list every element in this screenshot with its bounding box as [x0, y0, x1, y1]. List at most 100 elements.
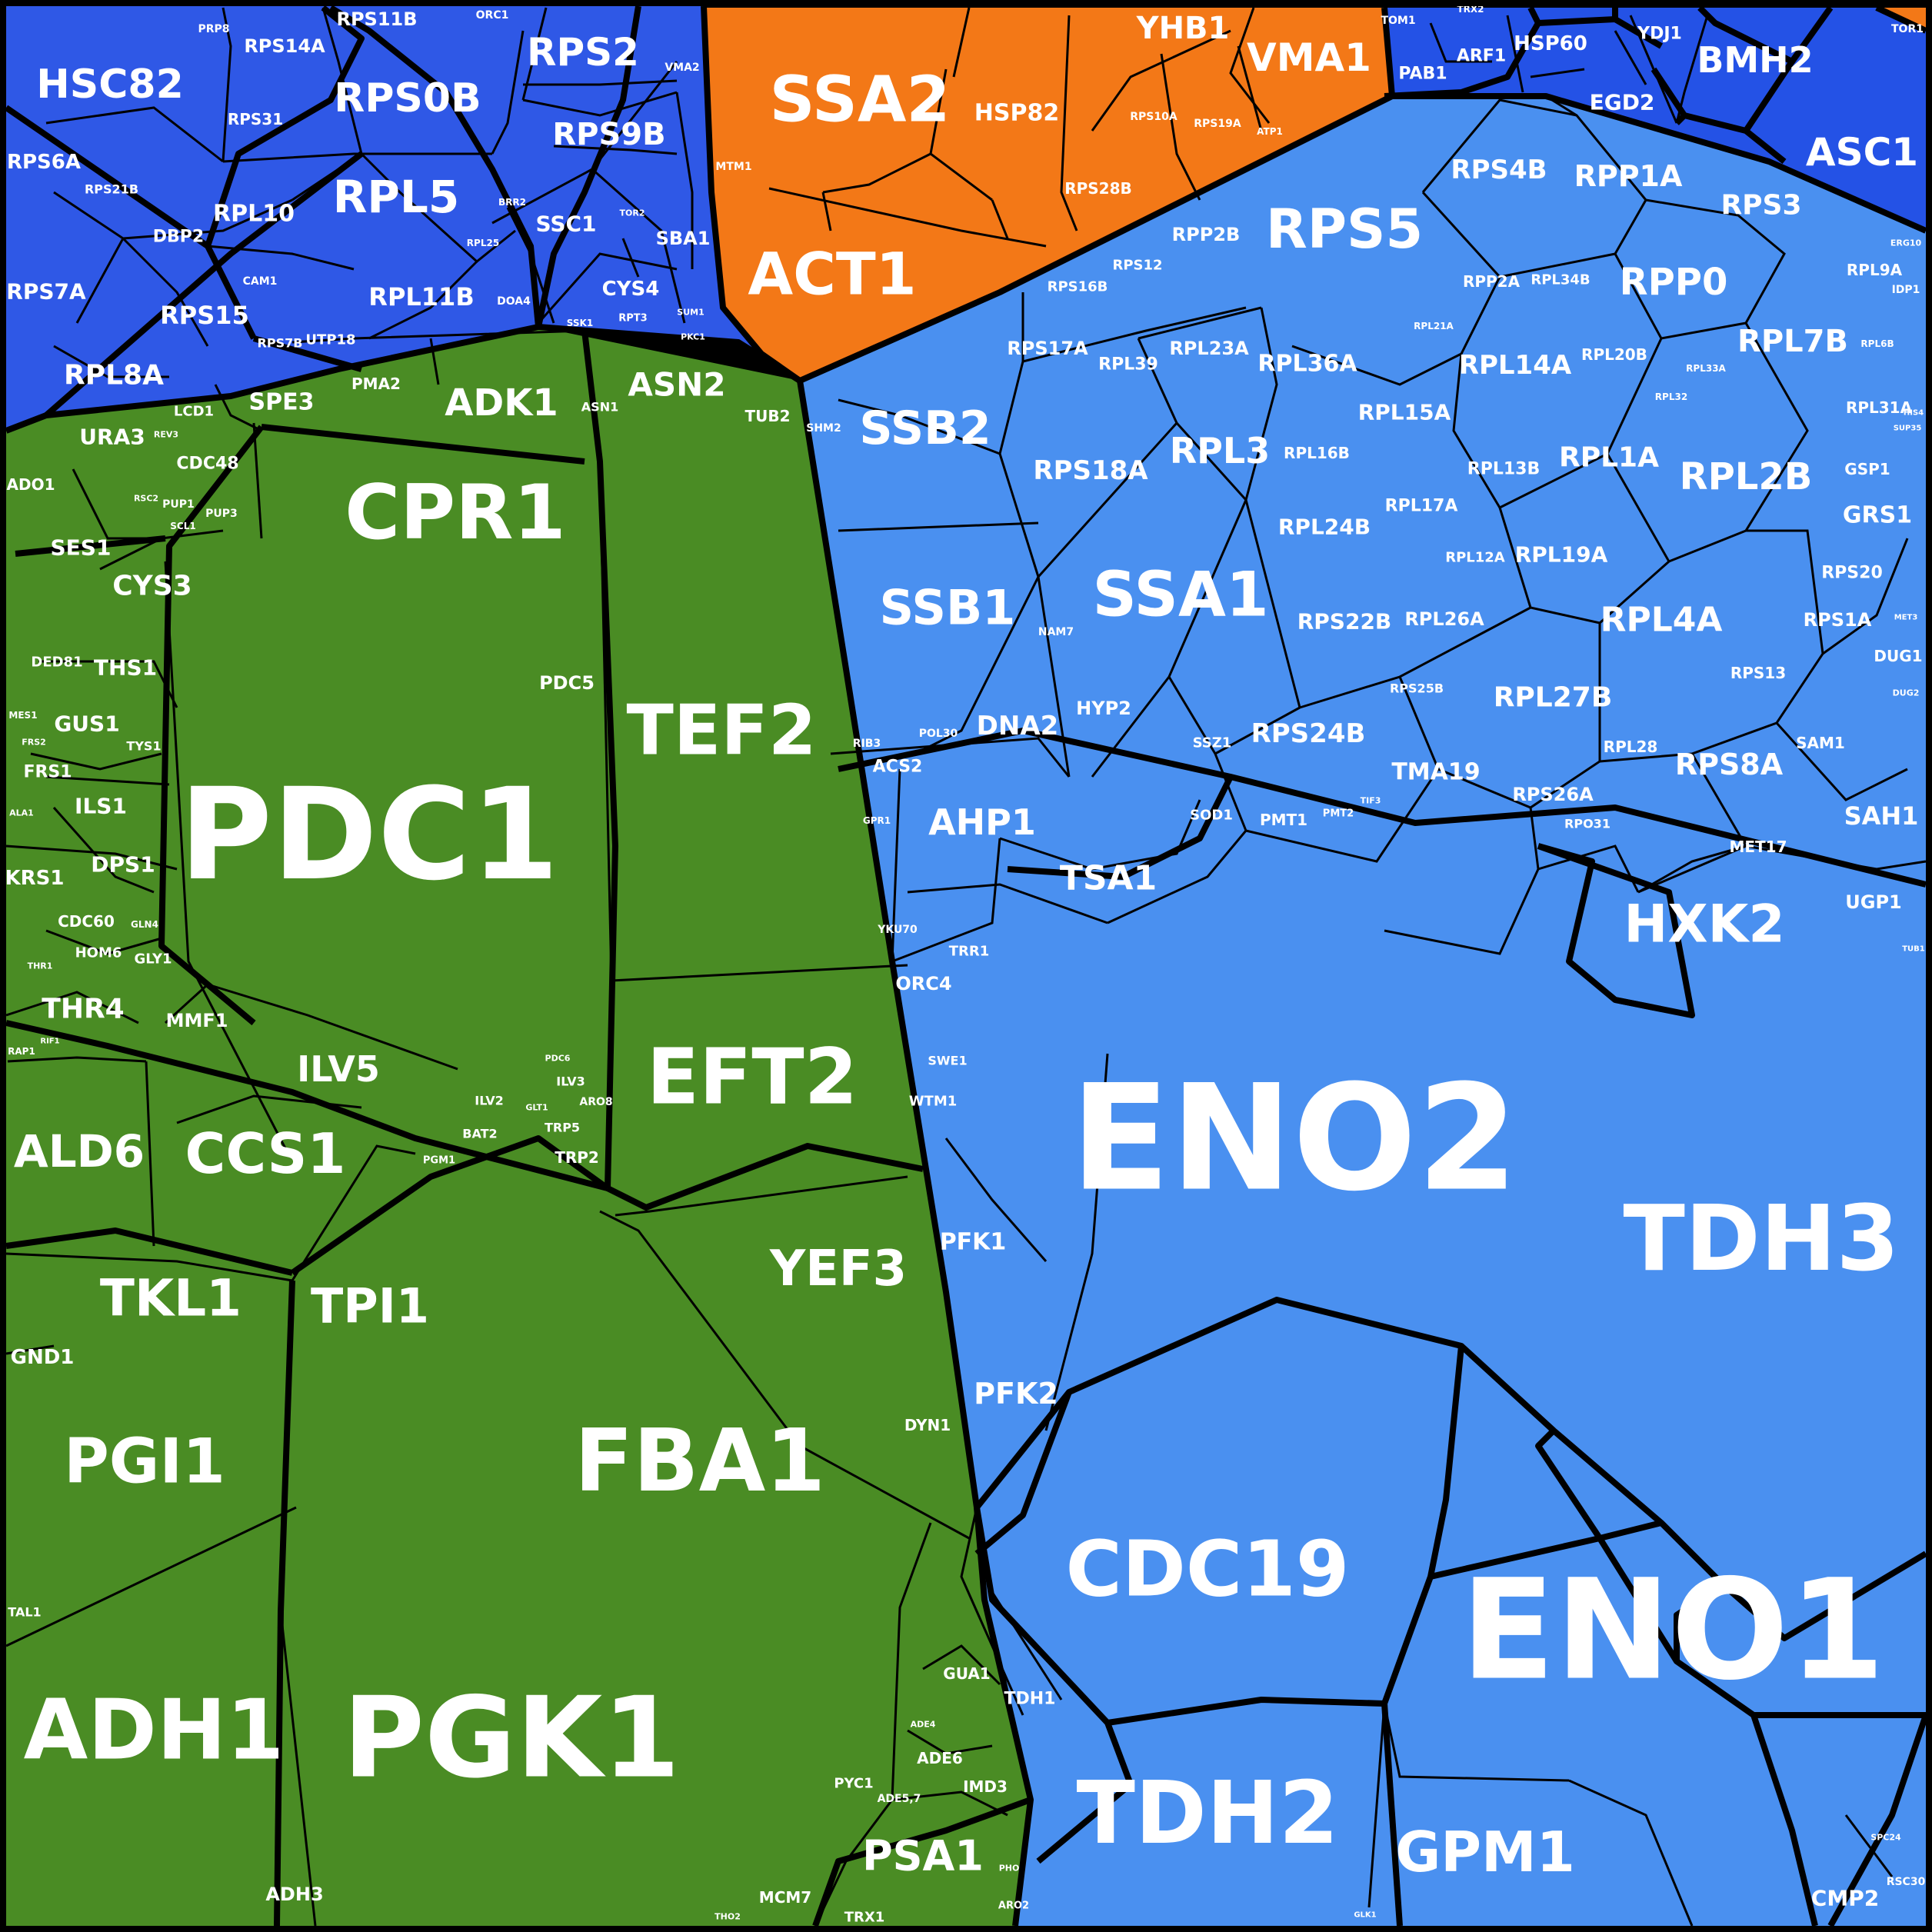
cell-label-GLN4: GLN4 [131, 919, 158, 930]
cell-label-PKC1: PKC1 [681, 332, 705, 342]
cell-label-TOR1: TOR1 [1891, 23, 1924, 35]
cell-label-YDJ1: YDJ1 [1637, 25, 1682, 44]
cell-label-ADH1: ADH1 [24, 1683, 285, 1779]
cell-label-CDC19: CDC19 [1066, 1524, 1350, 1614]
cell-label-PGI1: PGI1 [64, 1426, 225, 1497]
cell-label-ADH3: ADH3 [265, 1884, 323, 1905]
cell-label-SCL1: SCL1 [170, 521, 195, 531]
cell-label-AHP1: AHP1 [928, 801, 1036, 843]
cell-label-RPL19A: RPL19A [1515, 542, 1608, 568]
cell-label-RPL17A: RPL17A [1385, 497, 1458, 516]
cell-label-RPS25B: RPS25B [1390, 681, 1444, 696]
cell-label-GLT1: GLT1 [525, 1103, 548, 1113]
cell-label-TPI1: TPI1 [311, 1278, 429, 1334]
cell-label-CAM1: CAM1 [243, 275, 278, 288]
cell-label-RPS11B: RPS11B [336, 8, 417, 30]
cell-label-RPL1A: RPL1A [1559, 442, 1659, 474]
cell-label-RPL13B: RPL13B [1467, 460, 1540, 479]
cell-label-SUM1: SUM1 [677, 308, 704, 318]
cell-label-GRS1: GRS1 [1843, 502, 1912, 529]
cell-label-DPS1: DPS1 [91, 852, 155, 878]
cell-label-FRS2: FRS2 [22, 738, 46, 748]
cell-label-THR4: THR4 [42, 994, 124, 1025]
cell-label-IMD3: IMD3 [963, 1777, 1008, 1796]
cell-label-SES1: SES1 [51, 535, 112, 561]
cell-label-RPL7B: RPL7B [1737, 324, 1848, 359]
cell-label-RPL2B: RPL2B [1680, 455, 1813, 498]
cell-label-RPL23A: RPL23A [1169, 338, 1249, 359]
cell-label-RPS6A: RPS6A [7, 151, 81, 174]
cell-label-ASN1: ASN1 [581, 400, 618, 415]
cell-label-RPS22B: RPS22B [1297, 609, 1392, 635]
cell-label-RPS0B: RPS0B [334, 75, 481, 122]
cell-label-RIB3: RIB3 [853, 738, 881, 750]
cell-label-RPL27B: RPL27B [1494, 682, 1613, 714]
cell-label-ILV3: ILV3 [556, 1074, 585, 1089]
cell-label-TDH2: TDH2 [1076, 1764, 1338, 1864]
cell-label-TSA1: TSA1 [1060, 859, 1157, 898]
cell-label-RPL34B: RPL34B [1531, 272, 1590, 288]
cell-label-DBP2: DBP2 [153, 228, 204, 247]
cell-label-ILV2: ILV2 [475, 1094, 503, 1108]
cell-label-NAM7: NAM7 [1038, 626, 1074, 638]
cell-label-RPP1A: RPP1A [1574, 159, 1683, 193]
cell-label-TRP2: TRP2 [555, 1148, 599, 1167]
cell-label-RPL28: RPL28 [1604, 738, 1658, 756]
cell-label-RPL26A: RPL26A [1404, 608, 1484, 630]
cell-label-ATP1: ATP1 [1257, 126, 1283, 137]
cell-label-RPL24B: RPL24B [1278, 515, 1371, 540]
cell-label-CYS3: CYS3 [112, 571, 192, 602]
cell-label-PUP1: PUP1 [162, 498, 195, 511]
cell-label-SPC24: SPC24 [1870, 1833, 1901, 1843]
cell-label-RPS16B: RPS16B [1048, 279, 1108, 295]
cell-label-VMA1: VMA1 [1247, 35, 1371, 80]
cell-label-BAT2: BAT2 [462, 1127, 497, 1141]
cell-label-CMP2: CMP2 [1811, 1886, 1879, 1911]
cell-labels: PDC1 PGK1 FBA1 ADH1 TEF2 EFT2 CPR1 PGI1 … [5, 4, 1926, 1926]
cell-label-EFT2: EFT2 [647, 1032, 858, 1122]
cell-label-BRR2: BRR2 [498, 197, 526, 208]
cell-label-ARO2: ARO2 [998, 1900, 1029, 1912]
cell-label-PDC1: PDC1 [179, 761, 559, 908]
cell-label-TDH1: TDH1 [1004, 1690, 1056, 1709]
cell-label-DYN1: DYN1 [904, 1416, 951, 1434]
cell-label-TOR2: TOR2 [620, 208, 645, 218]
cell-label-RPL8A: RPL8A [64, 360, 164, 391]
cell-label-PDC6: PDC6 [545, 1054, 571, 1064]
cell-label-RPL9A: RPL9A [1847, 261, 1903, 279]
cell-label-UTP18: UTP18 [305, 332, 355, 348]
cell-label-SSK1: SSK1 [567, 318, 593, 328]
cell-label-PRP8: PRP8 [198, 23, 229, 35]
cell-label-RPL6B: RPL6B [1860, 338, 1894, 349]
cell-label-MET17: MET17 [1729, 838, 1787, 856]
cell-label-RPL39: RPL39 [1098, 355, 1158, 375]
cell-label-WTM1: WTM1 [909, 1094, 958, 1110]
cell-label-RSC2: RSC2 [134, 494, 158, 504]
cell-label-RPL25: RPL25 [467, 238, 499, 248]
cell-label-RPS2: RPS2 [527, 30, 639, 75]
cell-label-ARF1: ARF1 [1457, 47, 1506, 66]
cell-label-PMA2: PMA2 [351, 375, 401, 393]
cell-label-CPR1: CPR1 [345, 469, 565, 557]
cell-label-ENO1: ENO1 [1461, 1551, 1885, 1711]
cell-label-RPS7B: RPS7B [258, 336, 303, 351]
cell-label-ORC4: ORC4 [895, 973, 951, 994]
cell-label-GPR1: GPR1 [863, 815, 891, 826]
cell-label-RAP1: RAP1 [8, 1046, 35, 1057]
cell-label-RPL16B: RPL16B [1284, 444, 1350, 462]
cell-label-PYC1: PYC1 [834, 1776, 873, 1792]
cell-label-RPL15A: RPL15A [1358, 400, 1451, 425]
cell-label-RPL14A: RPL14A [1459, 350, 1572, 381]
cell-label-HIS4: HIS4 [1904, 409, 1924, 418]
cell-label-ACS2: ACS2 [873, 758, 923, 777]
cell-label-SWE1: SWE1 [928, 1054, 967, 1068]
cell-label-ILV5: ILV5 [297, 1048, 380, 1090]
cell-label-ACT1: ACT1 [748, 240, 916, 308]
cell-label-RPL10: RPL10 [213, 201, 295, 228]
cell-label-DUG1: DUG1 [1874, 647, 1922, 665]
cell-label-RPS17A: RPS17A [1007, 338, 1088, 359]
cell-label-PMT2: PMT2 [1323, 808, 1354, 820]
cell-label-RPL32: RPL32 [1655, 391, 1687, 402]
cell-label-BMH2: BMH2 [1697, 39, 1813, 81]
